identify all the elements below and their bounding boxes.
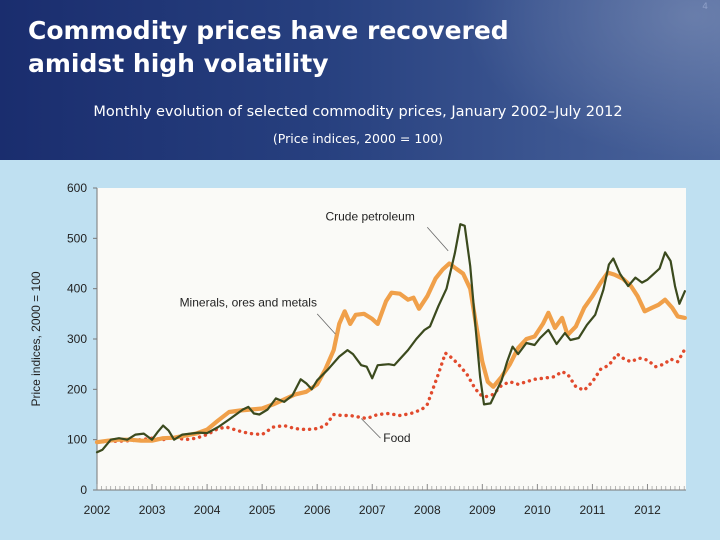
series-annotation-label: Food — [383, 431, 410, 445]
x-tick-label: 2007 — [359, 503, 386, 517]
x-tick-label: 2010 — [524, 503, 551, 517]
y-tick-label: 500 — [67, 231, 87, 245]
annotation-leader-line — [360, 418, 381, 439]
series-layer — [94, 223, 687, 454]
x-tick-label: 2012 — [634, 503, 661, 517]
commodity-price-chart: 0 100 200 300 400 500 600 2002 2003 2004 2005 2006 2… — [29, 181, 687, 517]
series-annotation-label: Minerals, ores and metals — [180, 295, 317, 309]
slide-header: 4 Commodity prices have recovered amidst… — [0, 0, 720, 160]
annotation-leader-line — [316, 313, 336, 335]
x-tick-label: 2004 — [194, 503, 221, 517]
slide-number: 4 — [702, 2, 708, 12]
y-axis-label: Price indices, 2000 = 100 — [29, 271, 43, 406]
series-line-crude-petroleum — [95, 223, 686, 454]
annotation-leader-line — [426, 226, 449, 252]
y-tick-label: 400 — [67, 282, 87, 296]
chart-panel: 0 100 200 300 400 500 600 2002 2003 2004 2005 2006 2… — [0, 160, 720, 540]
y-tick-label: 0 — [80, 483, 87, 497]
x-tick-label: 2002 — [84, 503, 111, 517]
annotation-layer: Crude petroleum Minerals, ores and metals… — [180, 210, 449, 445]
x-tick-label: 2008 — [414, 503, 441, 517]
y-tick-label: 300 — [67, 332, 87, 346]
x-tick-label: 2005 — [249, 503, 276, 517]
header-sheen — [460, 0, 720, 160]
slide-title: Commodity prices have recovered amidst h… — [28, 16, 509, 78]
plot-area — [97, 188, 686, 490]
chart-units-note: (Price indices, 2000 = 100) — [272, 131, 444, 146]
series-annotation-label: Crude petroleum — [325, 210, 414, 224]
y-tick-label: 600 — [67, 181, 87, 195]
chart-subtitle: Monthly evolution of selected commodity … — [93, 104, 623, 120]
series-line-minerals-ores-and-metals — [94, 261, 687, 445]
axes: 0 100 200 300 400 500 600 2002 2003 2004 2005 2006 2… — [67, 181, 686, 517]
y-tick-label: 100 — [67, 433, 87, 447]
x-tick-label: 2003 — [139, 503, 166, 517]
y-tick-label: 200 — [67, 382, 87, 396]
x-tick-label: 2011 — [580, 503, 606, 517]
x-tick-label: 2009 — [469, 503, 496, 517]
x-tick-label: 2006 — [304, 503, 331, 517]
